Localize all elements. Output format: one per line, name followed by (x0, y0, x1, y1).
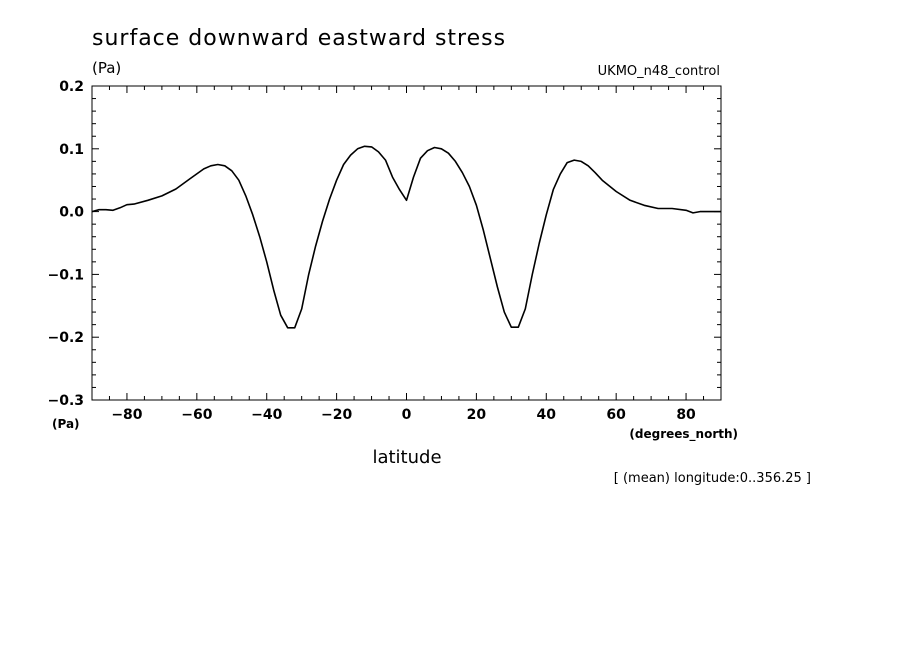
y-tick-label: 0.0 (59, 205, 84, 221)
x-tick-label: −60 (181, 407, 212, 423)
axis-ticks (91, 85, 722, 401)
footnote: [ (mean) longitude:0..356.25 ] (614, 471, 811, 486)
y-unit-bottom: (Pa) (52, 417, 80, 431)
x-tick-labels: −80 −60 −40 −20 0 20 40 60 80 (111, 407, 696, 423)
x-tick-label: −20 (321, 407, 352, 423)
y-unit-top: (Pa) (92, 59, 121, 77)
plot-frame (91, 85, 722, 401)
y-tick-label: 0.1 (59, 142, 84, 158)
y-tick-label: −0.1 (47, 267, 84, 283)
x-tick-label: −80 (111, 407, 142, 423)
x-tick-label: 80 (676, 407, 696, 423)
x-tick-label: −40 (251, 407, 282, 423)
x-axis-label: latitude (372, 447, 441, 468)
x-tick-label: 0 (402, 407, 412, 423)
y-tick-label: −0.2 (47, 330, 84, 346)
y-tick-label: −0.3 (47, 393, 84, 409)
y-tick-labels: −0.3 −0.2 −0.1 0.0 0.1 0.2 (47, 79, 84, 409)
x-unit: (degrees_north) (629, 427, 738, 442)
model-label: UKMO_n48_control (598, 64, 720, 79)
chart-title: surface downward eastward stress (92, 26, 506, 51)
y-tick-label: 0.2 (59, 79, 84, 95)
x-tick-label: 40 (537, 407, 557, 423)
x-tick-label: 60 (606, 407, 626, 423)
series-line (91, 145, 721, 329)
x-tick-label: 20 (467, 407, 487, 423)
